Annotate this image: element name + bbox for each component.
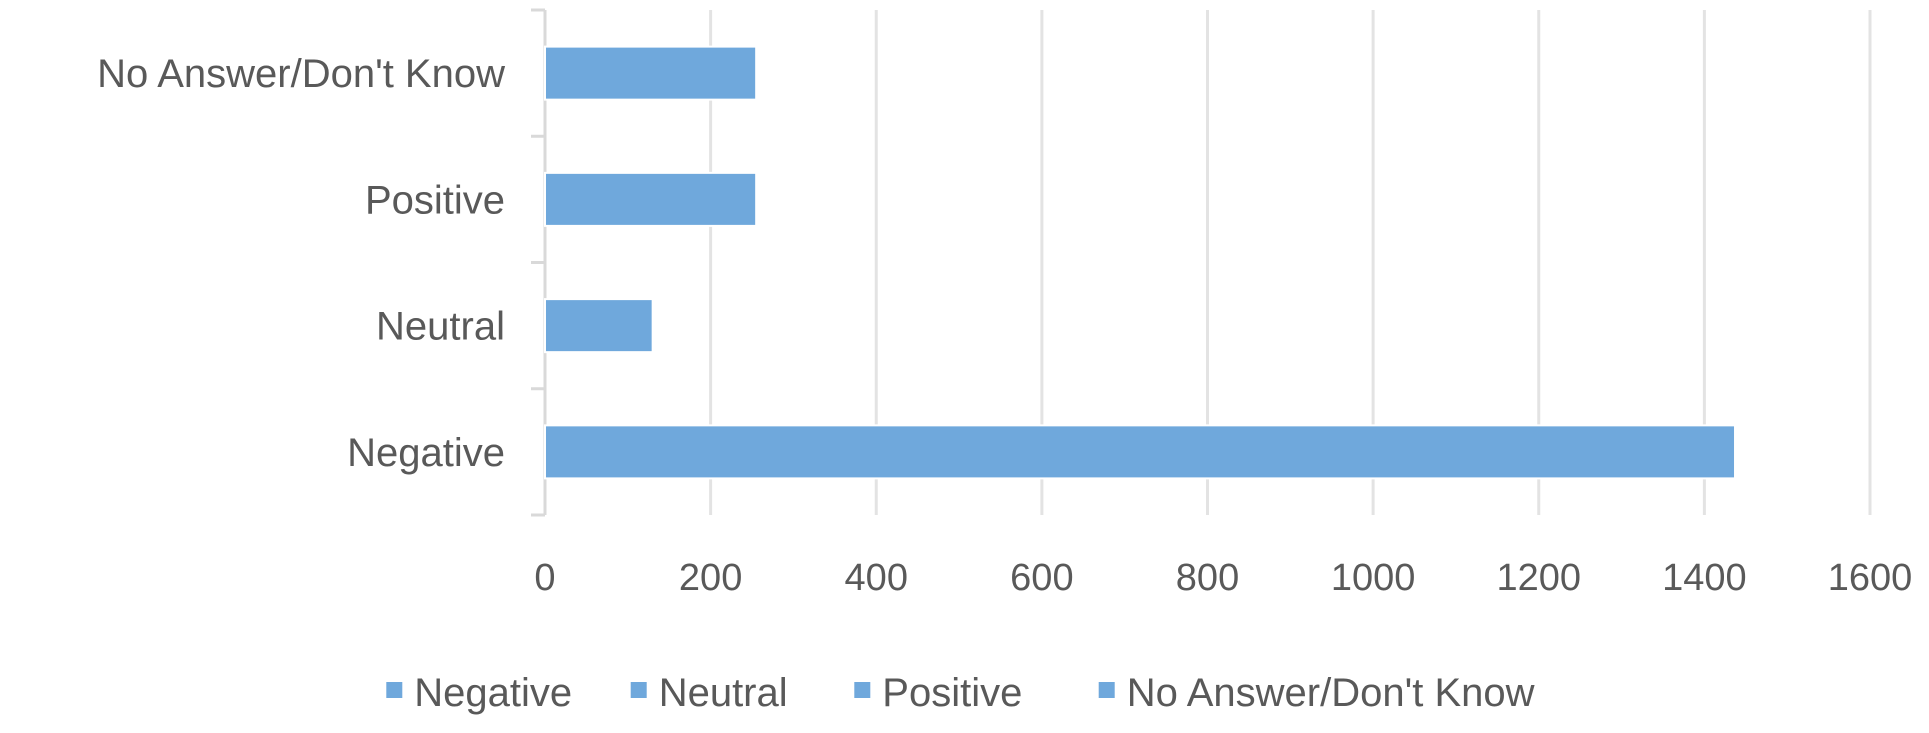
category-label: Negative	[347, 431, 505, 475]
x-tick-label: 1000	[1331, 557, 1416, 599]
bar-neutral	[544, 298, 654, 354]
legend-swatch	[386, 682, 403, 698]
x-tick-label: 1200	[1496, 557, 1581, 599]
x-tick-label: 1600	[1828, 557, 1913, 599]
legend-swatch	[630, 682, 647, 698]
x-tick-label: 400	[845, 557, 908, 599]
legend-swatch	[854, 682, 871, 698]
bar-negative	[544, 424, 1737, 480]
legend-label: Negative	[414, 671, 572, 715]
category-label: Positive	[365, 178, 505, 222]
x-tick-label: 1400	[1662, 557, 1747, 599]
x-tick-label: 0	[534, 557, 555, 599]
category-label: Neutral	[376, 305, 505, 349]
bar-positive	[544, 171, 758, 227]
x-tick-label: 600	[1010, 557, 1073, 599]
legend-label: No Answer/Don't Know	[1127, 671, 1535, 715]
legend-label: Neutral	[659, 671, 788, 715]
legend-label: Positive	[882, 671, 1022, 715]
legend-swatch	[1098, 682, 1115, 698]
x-tick-label: 800	[1176, 557, 1239, 599]
category-label: No Answer/Don't Know	[97, 52, 505, 96]
bar-no-answer-don-t-know	[544, 45, 758, 101]
x-tick-label: 200	[679, 557, 742, 599]
